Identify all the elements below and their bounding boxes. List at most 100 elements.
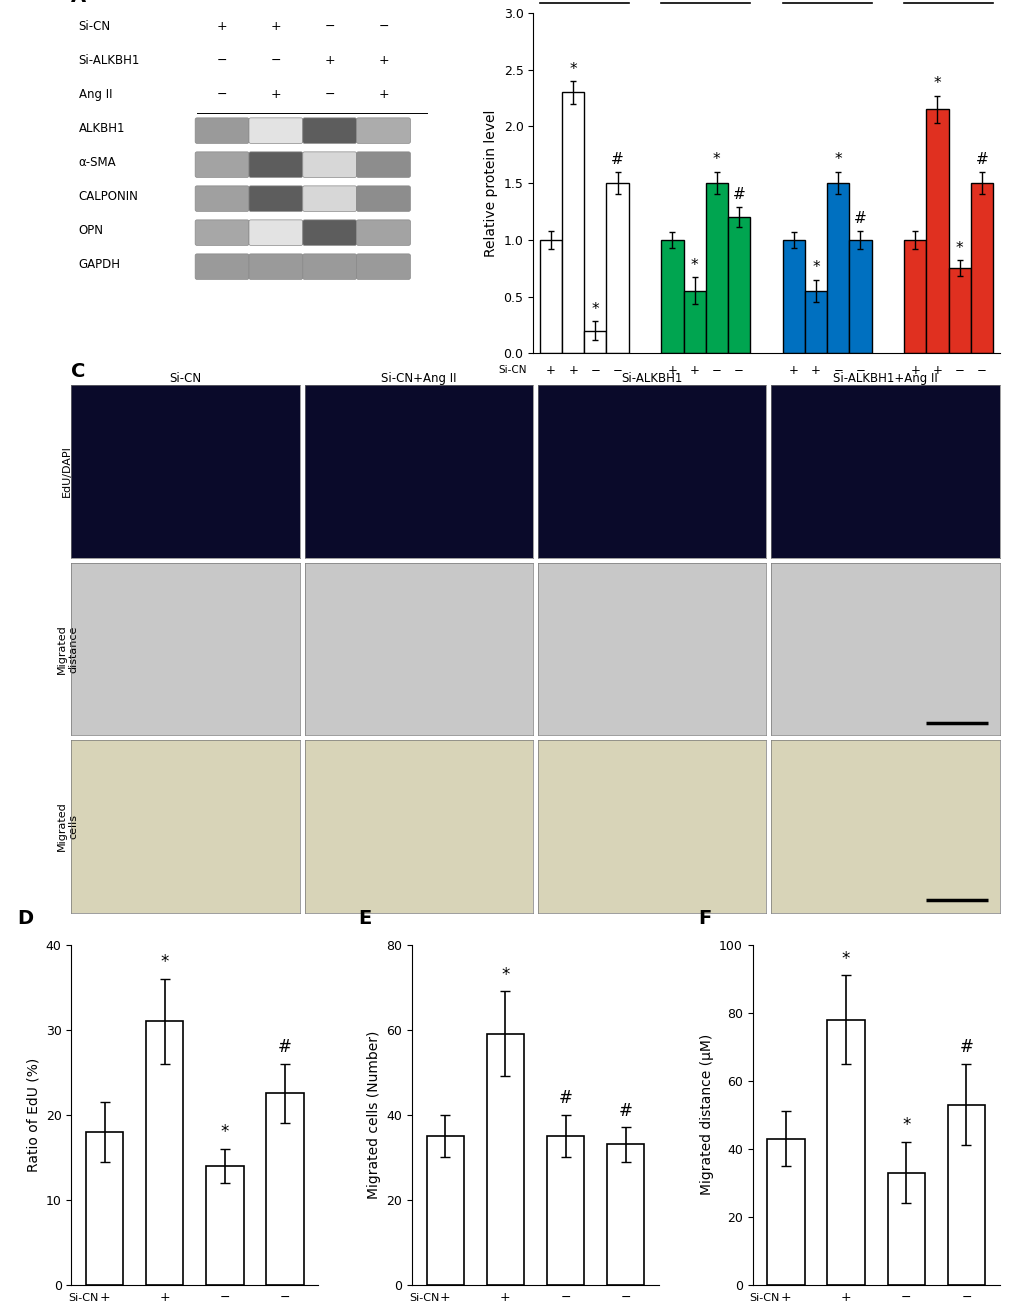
Text: −: − xyxy=(711,431,721,444)
Text: +: + xyxy=(378,54,388,67)
Y-axis label: Migrated
distance: Migrated distance xyxy=(56,624,78,674)
Text: Si-CN: Si-CN xyxy=(68,1293,99,1303)
Text: +: + xyxy=(270,88,281,101)
Bar xyxy=(947,1105,984,1285)
Text: *: * xyxy=(901,1117,910,1134)
Text: −: − xyxy=(568,397,578,410)
Bar xyxy=(561,93,584,353)
FancyBboxPatch shape xyxy=(303,220,357,245)
Y-axis label: Relative protein level: Relative protein level xyxy=(483,109,497,257)
Text: −: − xyxy=(788,431,798,444)
Text: +: + xyxy=(931,431,942,444)
Text: D: D xyxy=(17,909,34,928)
FancyBboxPatch shape xyxy=(249,254,303,279)
Text: OPN: OPN xyxy=(78,224,104,237)
Text: +: + xyxy=(378,88,388,101)
Text: +: + xyxy=(833,397,843,410)
Bar xyxy=(887,1172,924,1285)
Text: +: + xyxy=(711,397,721,410)
Text: ALKBH1: ALKBH1 xyxy=(78,122,125,135)
Bar xyxy=(266,1093,304,1285)
Text: E: E xyxy=(358,909,371,928)
Text: Si-CN: Si-CN xyxy=(78,20,111,33)
Text: Si-ALKBH1: Si-ALKBH1 xyxy=(78,54,140,67)
Text: −: − xyxy=(666,431,677,444)
Text: Si-CN: Si-CN xyxy=(497,366,526,375)
Text: −: − xyxy=(900,1291,911,1304)
FancyBboxPatch shape xyxy=(249,152,303,177)
Text: −: − xyxy=(810,397,820,410)
Text: *: * xyxy=(690,258,698,273)
Text: +: + xyxy=(612,397,622,410)
Text: −: − xyxy=(689,397,699,410)
Y-axis label: Migrated
cells: Migrated cells xyxy=(56,801,78,851)
Text: −: − xyxy=(910,397,919,410)
Text: −: − xyxy=(833,363,843,376)
Text: #: # xyxy=(558,1089,572,1108)
FancyBboxPatch shape xyxy=(303,118,357,143)
FancyBboxPatch shape xyxy=(357,118,410,143)
Text: −: − xyxy=(217,88,227,101)
Bar xyxy=(426,1137,464,1285)
Text: #: # xyxy=(959,1038,972,1057)
Text: +: + xyxy=(976,397,985,410)
FancyBboxPatch shape xyxy=(249,118,303,143)
Text: +: + xyxy=(666,363,677,376)
Text: Ang II: Ang II xyxy=(496,433,526,443)
Text: −: − xyxy=(324,20,334,33)
Bar xyxy=(925,109,948,353)
FancyBboxPatch shape xyxy=(249,220,303,245)
Text: +: + xyxy=(910,363,919,376)
Text: #: # xyxy=(853,211,866,227)
Bar xyxy=(826,1020,864,1285)
Text: −: − xyxy=(788,397,798,410)
Text: *: * xyxy=(841,950,850,968)
Text: +: + xyxy=(855,397,864,410)
Bar xyxy=(146,1021,183,1285)
Text: +: + xyxy=(689,431,699,444)
FancyBboxPatch shape xyxy=(195,118,249,143)
Text: +: + xyxy=(270,20,281,33)
Text: *: * xyxy=(955,241,963,256)
Text: *: * xyxy=(500,966,510,985)
Text: −: − xyxy=(666,397,677,410)
Text: GAPDH: GAPDH xyxy=(78,258,120,271)
Bar xyxy=(606,184,628,353)
Bar xyxy=(546,1137,584,1285)
FancyBboxPatch shape xyxy=(303,186,357,211)
Bar xyxy=(766,1138,804,1285)
Text: +: + xyxy=(855,431,864,444)
Text: +: + xyxy=(324,54,334,67)
Text: +: + xyxy=(931,363,942,376)
Text: *: * xyxy=(834,152,842,168)
Text: #: # xyxy=(619,1103,632,1120)
Text: −: − xyxy=(833,431,843,444)
Text: −: − xyxy=(270,54,281,67)
Title: Si-ALKBH1: Si-ALKBH1 xyxy=(621,372,682,385)
Y-axis label: EdU/DAPI: EdU/DAPI xyxy=(62,446,72,497)
Text: −: − xyxy=(620,1291,631,1304)
Text: +: + xyxy=(734,397,743,410)
Text: +: + xyxy=(545,363,555,376)
Text: −: − xyxy=(954,431,964,444)
FancyBboxPatch shape xyxy=(357,254,410,279)
Bar xyxy=(849,240,870,353)
Text: +: + xyxy=(734,431,743,444)
Bar xyxy=(206,1165,244,1285)
FancyBboxPatch shape xyxy=(357,220,410,245)
Text: +: + xyxy=(840,1291,851,1304)
Y-axis label: Ratio of EdU (%): Ratio of EdU (%) xyxy=(26,1058,40,1172)
Text: Si-CN: Si-CN xyxy=(409,1293,439,1303)
Bar xyxy=(486,1034,524,1285)
Text: Si-CN: Si-CN xyxy=(749,1293,780,1303)
Text: +: + xyxy=(810,363,820,376)
Text: −: − xyxy=(545,431,555,444)
Text: +: + xyxy=(590,397,600,410)
Text: *: * xyxy=(932,76,941,92)
FancyBboxPatch shape xyxy=(195,220,249,245)
Text: +: + xyxy=(568,363,578,376)
Bar xyxy=(584,330,606,353)
Text: −: − xyxy=(559,1291,571,1304)
Text: −: − xyxy=(590,431,600,444)
FancyBboxPatch shape xyxy=(357,186,410,211)
